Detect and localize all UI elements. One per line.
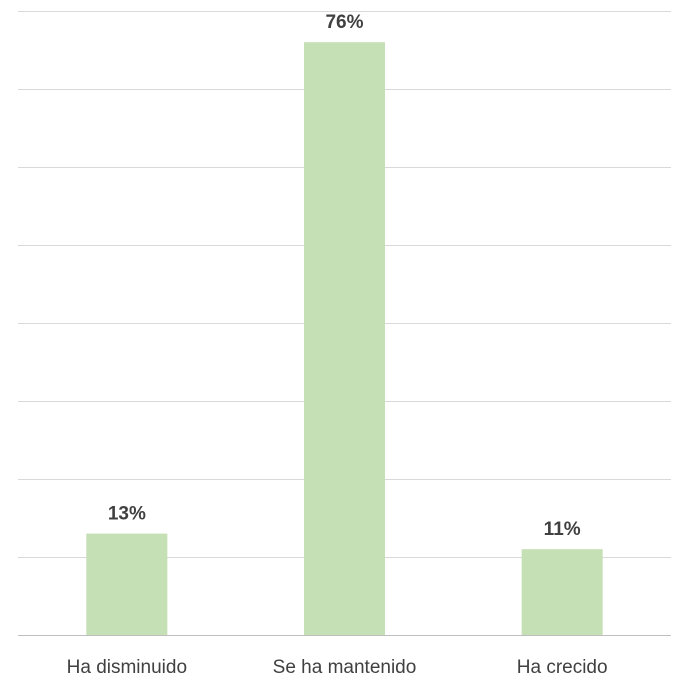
data-labels: 13% 76% 11% (108, 12, 581, 540)
bar (304, 42, 385, 635)
bar (86, 533, 168, 635)
category-labels: Ha disminuido Se ha mantenido Ha crecido (67, 657, 608, 678)
bar (521, 549, 603, 635)
bars (86, 42, 603, 635)
bar-value-label: 11% (544, 519, 581, 540)
category-label: Ha crecido (517, 657, 608, 678)
bar-value-label: 13% (108, 504, 146, 525)
bar-value-label: 76% (325, 12, 363, 33)
category-label: Ha disminuido (67, 657, 187, 678)
category-label: Se ha mantenido (273, 657, 417, 678)
